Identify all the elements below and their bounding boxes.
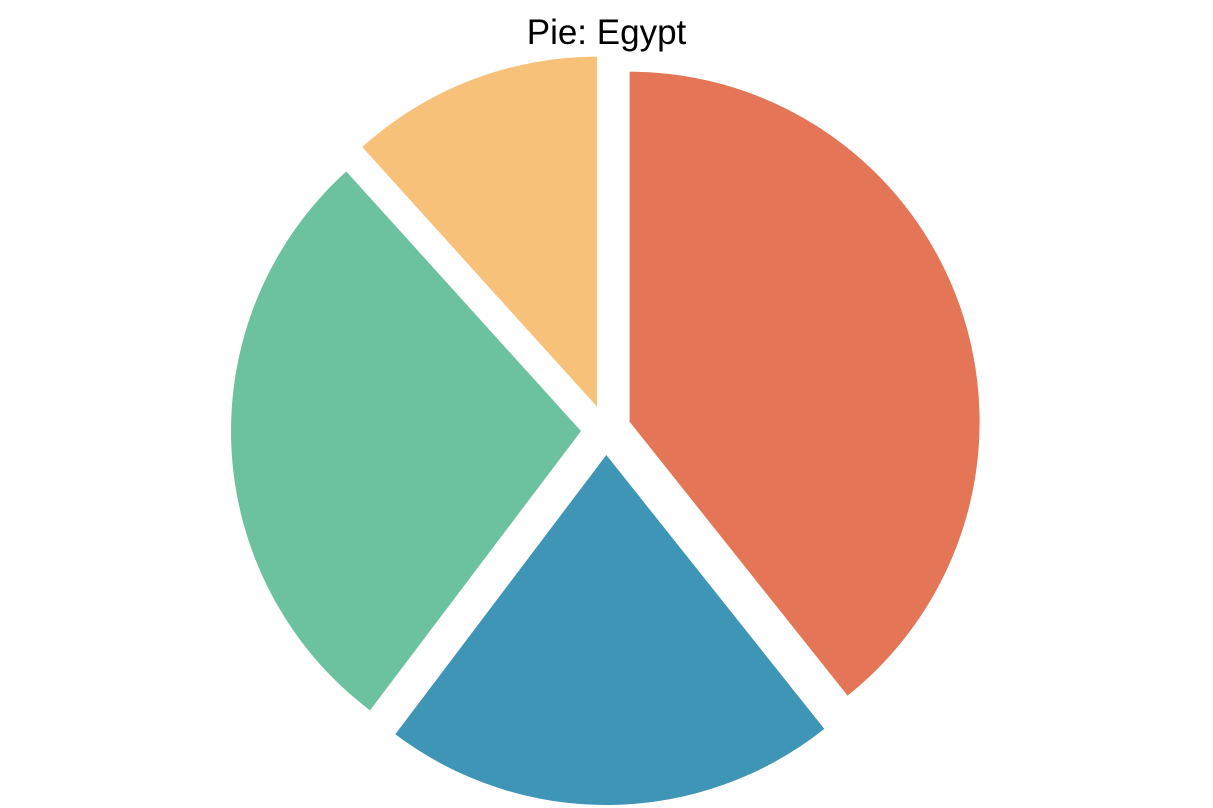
pie-slices [231, 56, 980, 805]
pie-slice-3 [231, 171, 582, 711]
pie-slice-1 [629, 71, 980, 696]
chart-title: Pie: Egypt [526, 13, 687, 52]
pie-slice-2 [395, 455, 825, 805]
pie-slice-4 [362, 56, 598, 407]
